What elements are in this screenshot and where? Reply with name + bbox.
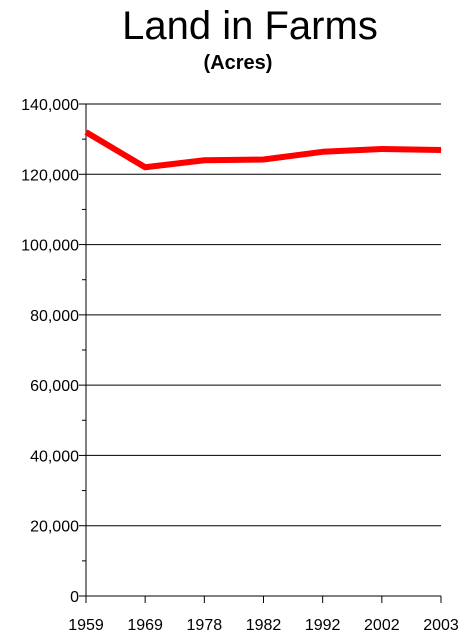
tick-labels: 0 20,000 40,000 60,000 80,000 100,000 120,000 1… bbox=[21, 97, 459, 634]
series-layer bbox=[84, 129, 442, 171]
axes bbox=[79, 103, 442, 603]
data-point bbox=[263, 159, 264, 161]
data-point bbox=[322, 151, 324, 153]
gridlines bbox=[86, 103, 441, 527]
y-tick-label: 0 bbox=[70, 589, 79, 606]
y-tick-label: 100,000 bbox=[21, 238, 79, 255]
y-tick-label: 40,000 bbox=[30, 448, 79, 465]
data-point bbox=[381, 148, 383, 150]
data-point bbox=[440, 149, 442, 151]
data-point bbox=[85, 131, 87, 133]
series-line bbox=[84, 129, 442, 171]
y-tick-label: 140,000 bbox=[21, 97, 79, 114]
y-tick-label: 60,000 bbox=[30, 378, 79, 395]
y-tick-label: 80,000 bbox=[30, 308, 79, 325]
chart-subtitle: (Acres) bbox=[203, 52, 273, 74]
x-tick-label: 1992 bbox=[305, 617, 341, 634]
x-tick-label: 2002 bbox=[364, 617, 400, 634]
y-tick-label: 120,000 bbox=[21, 167, 79, 184]
y-tick-label: 20,000 bbox=[30, 519, 79, 536]
data-point bbox=[144, 166, 146, 168]
x-tick-label: 1982 bbox=[246, 617, 282, 634]
x-tick-label: 1959 bbox=[68, 617, 104, 634]
x-tick-label: 2003 bbox=[423, 617, 459, 634]
x-tick-label: 1978 bbox=[187, 617, 223, 634]
data-point bbox=[203, 159, 205, 161]
x-tick-label: 1969 bbox=[127, 617, 163, 634]
chart-title: Land in Farms bbox=[122, 4, 378, 48]
